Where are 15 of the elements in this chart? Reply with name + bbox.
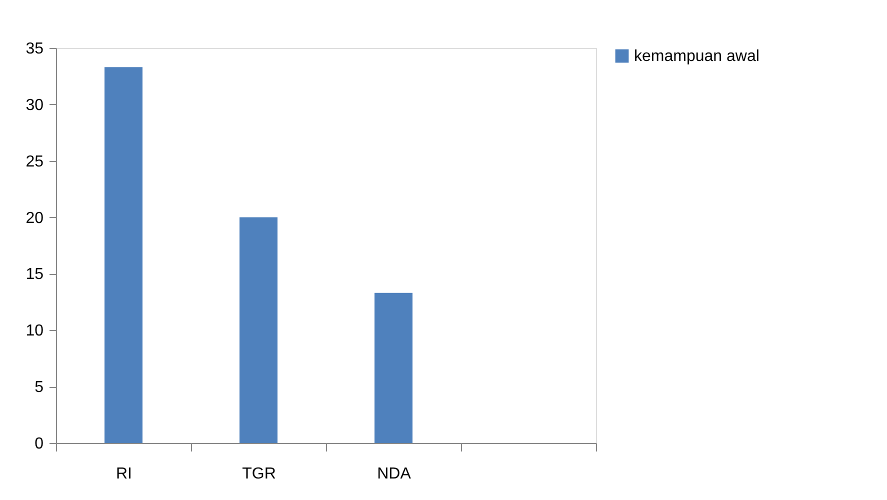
y-tick-label: 0: [34, 436, 44, 452]
y-tick-label: 20: [26, 210, 44, 227]
y-tick-label: 5: [34, 379, 44, 396]
x-tick-label: RI: [116, 466, 132, 482]
y-tick-label: 25: [26, 153, 44, 170]
x-tick-label: NDA: [377, 466, 412, 482]
y-tick-label: 10: [26, 322, 44, 340]
legend-label: kemampuan awal: [634, 48, 760, 65]
x-tick-label: TGR: [242, 466, 276, 482]
bar: [240, 217, 278, 443]
y-tick-label: 15: [26, 266, 44, 284]
bar: [374, 292, 412, 443]
y-tick-label: 35: [26, 40, 44, 58]
y-tick-label: 30: [26, 96, 44, 114]
bar: [104, 67, 142, 443]
